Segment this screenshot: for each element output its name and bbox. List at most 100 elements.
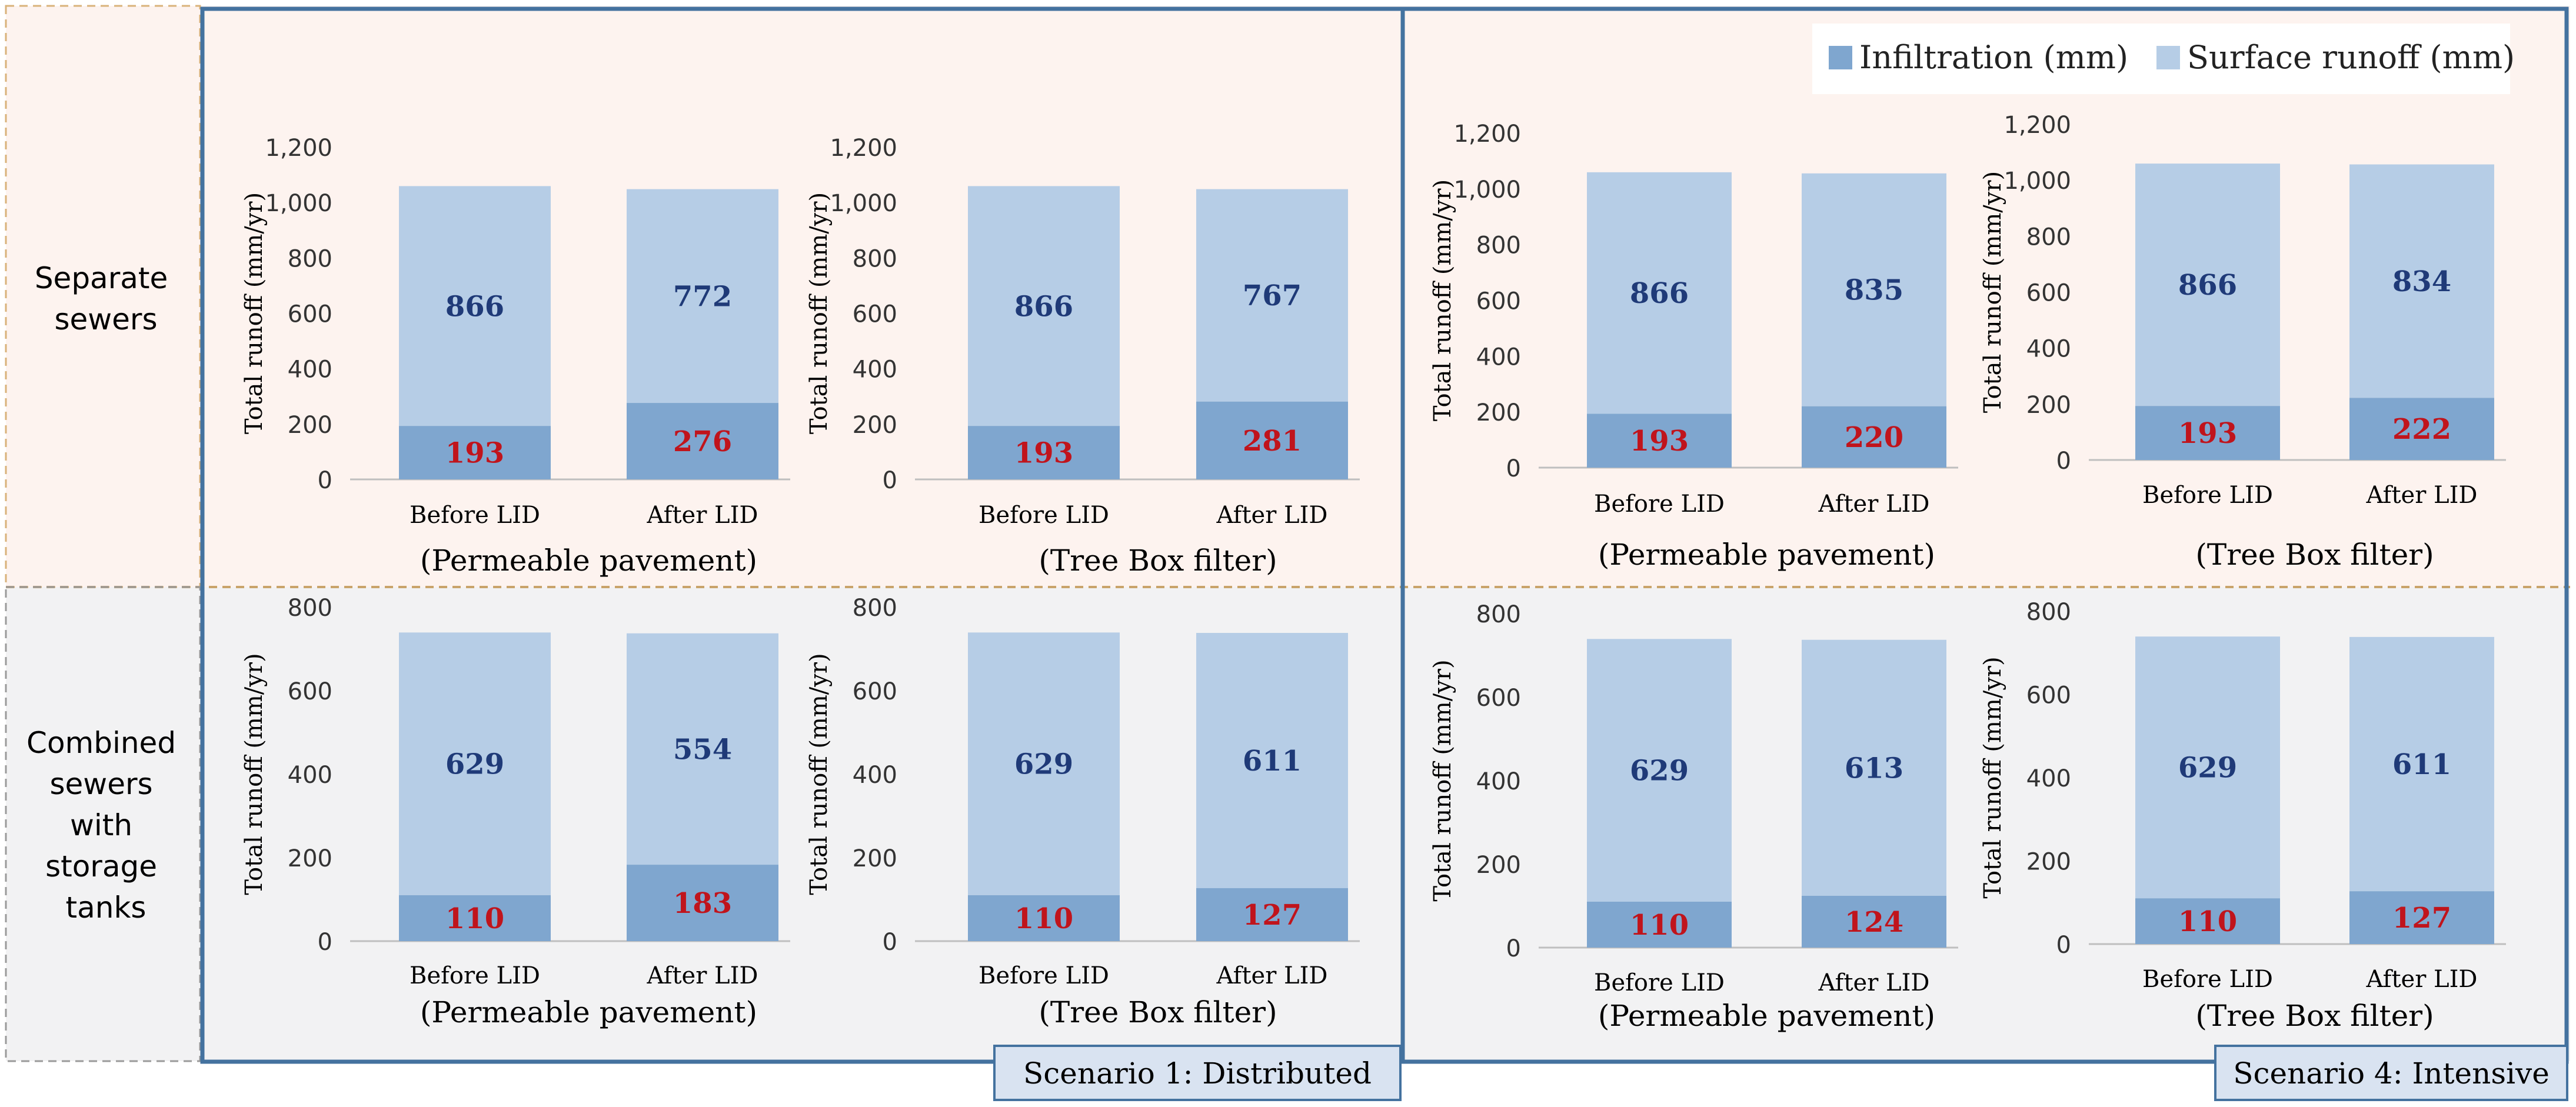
data-label-infiltration: 127: [1243, 899, 1302, 932]
y-axis-label: Total runoff (mm/yr): [1429, 659, 1456, 901]
scenario-4-label-box: [2214, 1045, 2568, 1101]
x-category-label: Before LID: [979, 962, 1109, 989]
chart-title: (Permeable pavement): [1598, 999, 1935, 1033]
data-label-infiltration: 110: [445, 902, 504, 935]
data-label-surface-runoff: 835: [1845, 274, 1903, 307]
x-category-label: After LID: [1216, 502, 1327, 529]
bar-infiltration: [627, 865, 778, 941]
legend-surface-runoff-label: Surface runoff (mm): [2187, 39, 2515, 76]
y-tick-label: 400: [1476, 768, 1521, 795]
combined-row-dashed-border: [5, 586, 201, 1062]
y-tick-label: 200: [1476, 852, 1521, 879]
data-label-surface-runoff: 629: [2178, 752, 2237, 785]
bar-infiltration: [968, 426, 1120, 479]
y-tick-label: 800: [288, 595, 332, 622]
bar-surface-runoff: [399, 632, 551, 895]
y-axis-label: Total runoff (mm/yr): [241, 653, 268, 895]
x-category-label: After LID: [646, 962, 758, 989]
bar-surface-runoff: [1587, 172, 1732, 414]
y-tick-label: 0: [1506, 935, 1521, 962]
y-tick-label: 1,200: [1453, 121, 1521, 148]
data-label-infiltration: 193: [445, 437, 504, 470]
chart-title: (Permeable pavement): [1598, 538, 1935, 572]
separate-sewers-label: Separate sewers: [35, 261, 177, 336]
y-tick-label: 600: [2026, 682, 2071, 709]
y-tick-label: 600: [2026, 280, 2071, 307]
x-category-label: Before LID: [410, 502, 540, 529]
y-axis-label: Total runoff (mm/yr): [1979, 171, 2006, 413]
bar-surface-runoff: [2135, 636, 2280, 899]
x-category-label: After LID: [1216, 962, 1327, 989]
bar-infiltration: [627, 403, 778, 479]
y-tick-label: 0: [1506, 455, 1521, 482]
data-label-infiltration: 124: [1845, 906, 1903, 939]
x-category-label: Before LID: [410, 962, 540, 989]
y-tick-label: 1,200: [2003, 112, 2071, 139]
y-tick-label: 400: [1476, 344, 1521, 371]
chart-title: (Permeable pavement): [420, 544, 757, 578]
y-tick-label: 400: [2026, 765, 2071, 792]
chart-title: (Tree Box filter): [1039, 995, 1277, 1029]
data-label-infiltration: 193: [1630, 425, 1689, 458]
x-category-label: After LID: [1818, 491, 1929, 518]
y-tick-label: 400: [288, 356, 332, 384]
data-label-surface-runoff: 772: [673, 280, 732, 313]
bar-infiltration: [1587, 901, 1732, 948]
legend-infiltration-label: Infiltration (mm): [1859, 39, 2128, 76]
data-label-infiltration: 183: [673, 887, 732, 920]
data-label-surface-runoff: 866: [2178, 269, 2237, 302]
data-label-surface-runoff: 629: [445, 748, 504, 781]
bar-surface-runoff: [1196, 189, 1348, 402]
x-category-label: After LID: [646, 502, 758, 529]
bar-infiltration: [1802, 895, 1946, 948]
chart-s1-combined-permeable-pavement: 0 200 400 600 800 Total runoff (mm/yr) 629 110 B…: [241, 595, 790, 1029]
y-tick-label: 0: [2056, 448, 2071, 475]
y-tick-label: 0: [883, 467, 897, 494]
data-label-infiltration: 281: [1243, 425, 1302, 458]
y-tick-label: 800: [1476, 601, 1521, 628]
legend-infiltration-swatch: [1829, 46, 1852, 69]
bar-surface-runoff: [2349, 164, 2494, 398]
y-tick-label: 200: [2026, 849, 2071, 876]
data-label-surface-runoff: 767: [1243, 279, 1302, 312]
x-category-label: After LID: [1818, 969, 1929, 996]
bar-surface-runoff: [1802, 639, 1946, 896]
y-tick-label: 800: [853, 245, 897, 272]
y-tick-label: 200: [288, 845, 332, 872]
bar-infiltration: [2135, 406, 2280, 460]
bar-infiltration: [1587, 414, 1732, 468]
y-tick-label: 600: [1476, 288, 1521, 315]
y-axis-label: Total runoff (mm/yr): [1979, 656, 2006, 898]
y-tick-label: 400: [853, 356, 897, 384]
y-axis-label: Total runoff (mm/yr): [241, 192, 268, 434]
y-tick-label: 400: [2026, 336, 2071, 363]
y-tick-label: 600: [288, 301, 332, 328]
chart-s4-combined-tree-box-filter: 0 200 400 600 800 Total runoff (mm/yr) 629 110 B…: [1979, 599, 2506, 1033]
data-label-surface-runoff: 629: [1630, 755, 1689, 788]
x-category-label: Before LID: [1594, 491, 1725, 518]
bar-infiltration: [399, 895, 551, 941]
chart-title: (Tree Box filter): [2195, 538, 2434, 572]
combined-sewers-label: Combined sewers with storage tanks: [26, 726, 185, 925]
y-tick-label: 0: [883, 929, 897, 956]
bar-infiltration: [2135, 898, 2280, 944]
bar-infiltration: [399, 426, 551, 479]
y-tick-label: 0: [318, 467, 332, 494]
data-label-infiltration: 110: [1014, 902, 1073, 935]
bar-infiltration: [1196, 888, 1348, 941]
data-label-infiltration: 220: [1845, 421, 1903, 454]
y-tick-label: 600: [853, 678, 897, 705]
y-tick-label: 1,200: [265, 135, 332, 162]
y-tick-label: 0: [2056, 932, 2071, 959]
data-label-infiltration: 193: [2178, 417, 2237, 450]
data-label-infiltration: 193: [1014, 437, 1073, 470]
x-category-label: After LID: [2365, 966, 2477, 993]
data-label-surface-runoff: 613: [1845, 752, 1903, 785]
bar-surface-runoff: [1802, 173, 1946, 406]
y-tick-label: 200: [853, 845, 897, 872]
chart-title: (Tree Box filter): [1039, 544, 1277, 578]
data-label-infiltration: 127: [2392, 902, 2451, 935]
y-tick-label: 400: [288, 762, 332, 789]
bar-surface-runoff: [1196, 633, 1348, 888]
data-label-surface-runoff: 866: [1014, 290, 1073, 323]
